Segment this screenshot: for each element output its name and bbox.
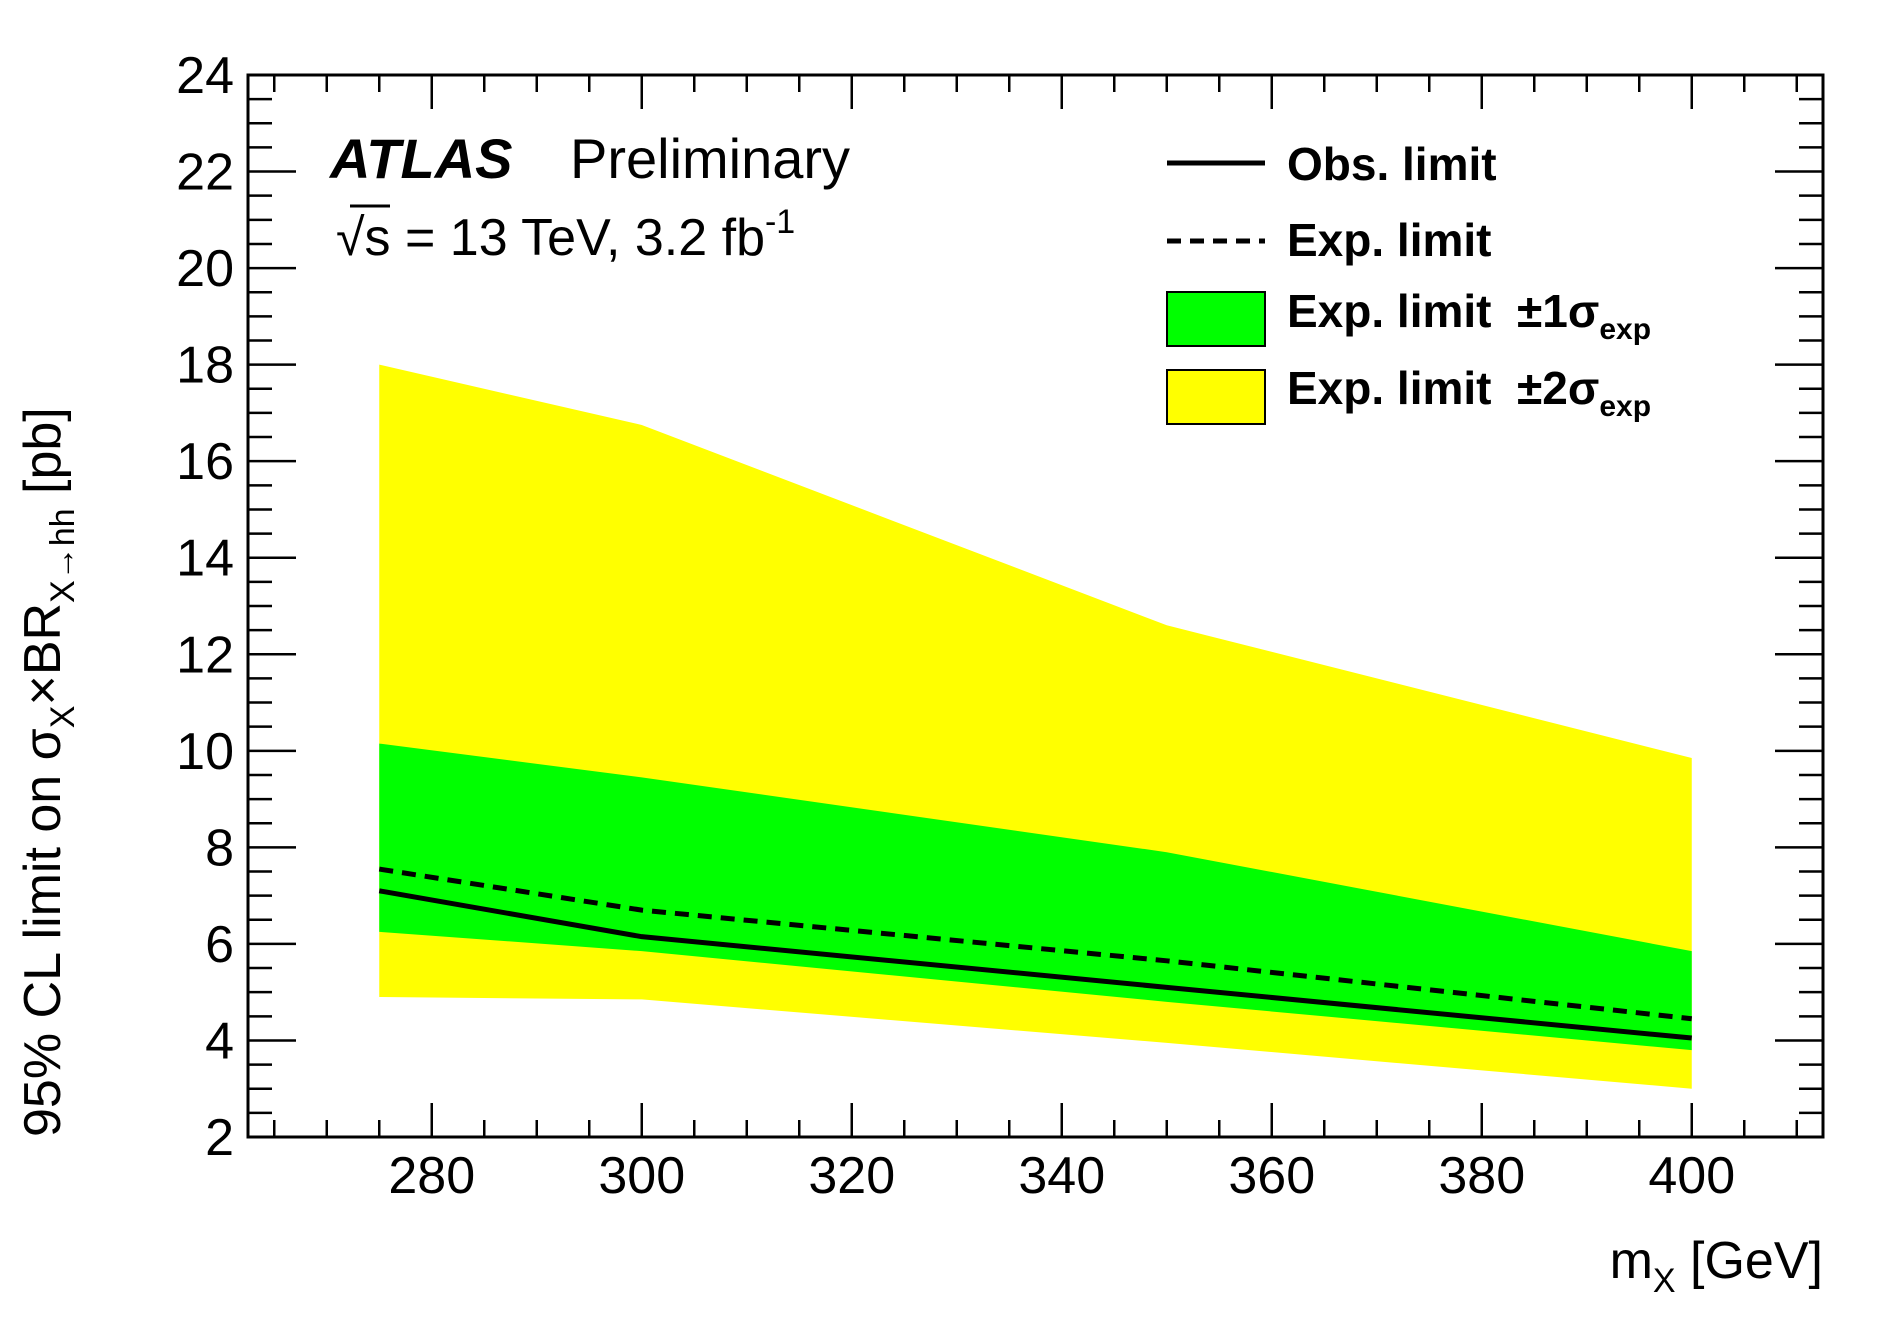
legend-band1-subscript: exp: [1599, 313, 1651, 346]
axis-ticks: [248, 73, 1823, 1139]
y-axis-title-prefix: 95% CL limit on σ: [14, 728, 72, 1137]
y-tick-label: 12: [176, 626, 234, 684]
x-tick-label: 300: [598, 1147, 685, 1205]
x-tick-label: 280: [388, 1147, 475, 1205]
y-tick-label: 24: [176, 47, 234, 105]
y-axis-title-sub2: X→hh: [44, 508, 82, 603]
x-tick-label: 360: [1228, 1147, 1315, 1205]
y-axis-title-sub1: X: [44, 706, 82, 729]
legend-band2-text: Exp. limit ±2σ: [1287, 362, 1599, 414]
x-axis-title-unit: [GeV]: [1676, 1232, 1823, 1290]
y-tick-label: 8: [205, 819, 234, 877]
x-axis-title-sub: X: [1653, 1262, 1676, 1300]
expected-limit-line: [378, 866, 1693, 1022]
y-tick-label: 16: [176, 433, 234, 491]
x-tick-label: 400: [1648, 1147, 1735, 1205]
x-tick-label: 320: [808, 1147, 895, 1205]
legend-band2-label: Exp. limit ±2σexp: [1287, 362, 1651, 423]
y-tick-label: 6: [205, 916, 234, 974]
energy-lumi-label: √s = 13 TeV, 3.2 fb-1: [336, 203, 795, 267]
sqrt-s: s: [365, 209, 391, 267]
y-tick-label: 10: [176, 723, 234, 781]
legend-band1-swatch: [1166, 291, 1266, 347]
lumi-exponent: -1: [765, 203, 795, 241]
sqrt-symbol: √: [336, 209, 365, 267]
legend-band2-swatch: [1166, 369, 1266, 425]
x-axis-title-main: m: [1610, 1232, 1653, 1290]
y-tick-label: 22: [176, 144, 234, 202]
legend-band2-subscript: exp: [1599, 390, 1651, 423]
band-1sigma: [379, 743, 1692, 1051]
legend: Obs. limit Exp. limit Exp. limit ±1σexp …: [1166, 138, 1651, 425]
y-axis-title-unit: [pb]: [14, 407, 72, 508]
observed-limit-line: [378, 888, 1692, 1041]
y-tick-label: 20: [176, 240, 234, 298]
y-tick-label: 2: [205, 1109, 234, 1167]
x-tick-labels: 280 300 320 340 360 380 400: [388, 1147, 1735, 1205]
experiment-label: ATLAS: [328, 127, 513, 190]
x-tick-label: 380: [1438, 1147, 1525, 1205]
y-axis-title: 95% CL limit on σX×BRX→hh [pb]: [14, 407, 82, 1137]
energy-lumi-text: = 13 TeV, 3.2 fb: [391, 209, 765, 267]
x-axis-title: mX [GeV]: [1610, 1232, 1823, 1300]
y-tick-label: 14: [176, 530, 234, 588]
legend-band1-label: Exp. limit ±1σexp: [1287, 285, 1651, 346]
y-tick-label: 4: [205, 1012, 234, 1070]
y-axis-title-mid: ×BR: [14, 603, 72, 706]
x-tick-label: 340: [1018, 1147, 1105, 1205]
legend-band1-text: Exp. limit ±1σ: [1287, 285, 1599, 337]
legend-obs-label: Obs. limit: [1287, 138, 1497, 190]
legend-exp-label: Exp. limit: [1287, 214, 1491, 266]
status-label: Preliminary: [570, 127, 850, 190]
y-tick-label: 18: [176, 337, 234, 395]
